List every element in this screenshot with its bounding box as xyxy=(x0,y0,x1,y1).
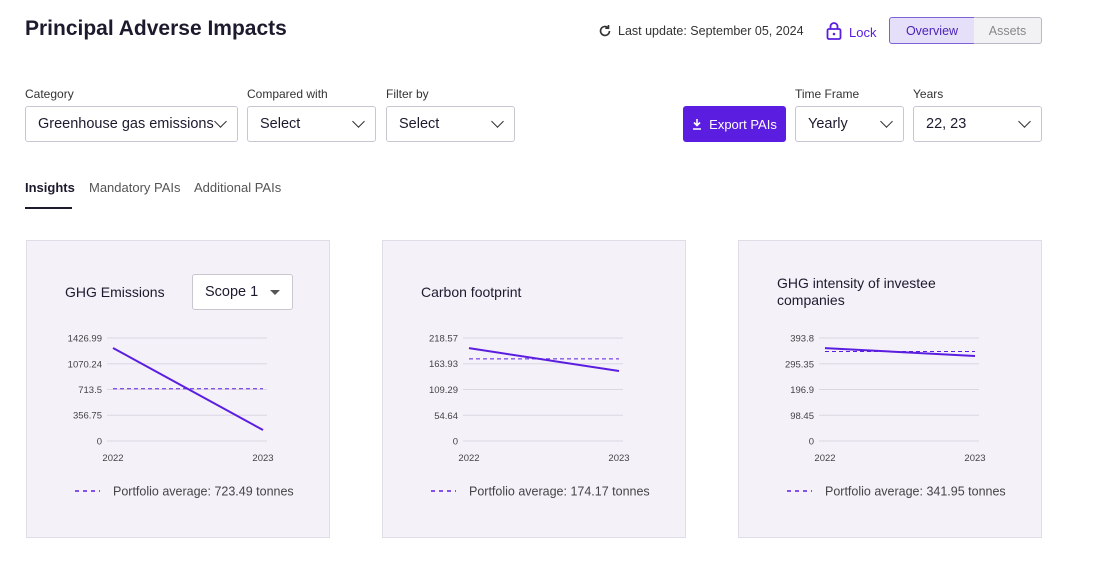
chart-panel: GHG Emissions Scope 1 0 356.75 713.5 1070.24 1… xyxy=(26,240,330,538)
overview-tab[interactable]: Overview xyxy=(889,17,975,44)
legend-label: Portfolio average: 174.17 tonnes xyxy=(469,485,650,499)
y-tick-label: 356.75 xyxy=(73,411,102,422)
chevron xyxy=(352,115,365,128)
y-tick-label: 393.8 xyxy=(790,334,814,345)
y-tick-label: 0 xyxy=(453,437,458,448)
filter-label: Compared with xyxy=(247,87,328,101)
tab-underline xyxy=(25,207,72,209)
y-tick-label: 0 xyxy=(809,437,814,448)
legend-label: Portfolio average: 723.49 tonnes xyxy=(113,485,294,499)
refresh-icon xyxy=(599,25,611,37)
data-line xyxy=(112,347,264,431)
filter-select[interactable]: Greenhouse gas emissions xyxy=(25,106,238,142)
y-tick-label: 109.29 xyxy=(429,385,458,396)
filter-value: Select xyxy=(260,116,301,132)
assets-tab[interactable]: Assets xyxy=(974,17,1042,44)
y-tick-label: 98.45 xyxy=(790,411,814,422)
dropdown-caret xyxy=(270,289,280,295)
y-tick-label: 1426.99 xyxy=(68,334,102,345)
y-tick-label: 196.9 xyxy=(790,385,814,396)
filter-label: Filter by xyxy=(386,87,429,101)
page-title: Principal Adverse Impacts xyxy=(25,17,287,40)
y-tick-label: 54.64 xyxy=(434,411,458,422)
chevron xyxy=(1018,115,1031,128)
y-tick-label: 713.5 xyxy=(78,385,102,396)
chart-title: GHG Emissions xyxy=(65,283,165,300)
x-tick-label: 2022 xyxy=(102,453,123,464)
export-label: Export PAIs xyxy=(709,116,777,132)
filter-value: Yearly xyxy=(808,116,848,132)
x-tick-label: 2023 xyxy=(608,453,629,464)
chart: 0 356.75 713.5 1070.24 1426.99 2022 2023 Portfo… xyxy=(68,334,294,499)
filter-select[interactable]: Yearly xyxy=(795,106,904,142)
chevron xyxy=(491,115,504,128)
last-update: Last update: September 05, 2024 xyxy=(618,24,804,38)
filter-value: 22, 23 xyxy=(926,116,967,132)
export-button[interactable]: Export PAIs xyxy=(683,106,786,142)
filter-label: Years xyxy=(913,87,944,101)
chart-panel: Carbon footprint 0 54.64 109.29 163.93 218.57… xyxy=(382,240,686,538)
filter-value: Greenhouse gas emissions xyxy=(38,116,214,132)
y-tick-label: 0 xyxy=(97,437,102,448)
chart-title: Carbon footprint xyxy=(421,283,522,300)
tab-mandatory[interactable]: Mandatory PAIs xyxy=(89,180,181,195)
data-line xyxy=(468,347,620,372)
y-tick-label: 295.35 xyxy=(785,359,814,370)
dropdown-value: Scope 1 xyxy=(205,284,259,300)
x-tick-label: 2022 xyxy=(814,453,835,464)
filter-select[interactable]: Select xyxy=(386,106,515,142)
lock-icon xyxy=(826,22,842,40)
y-tick-label: 218.57 xyxy=(429,334,458,345)
tab-additional[interactable]: Additional PAIs xyxy=(194,180,282,195)
chart: 0 54.64 109.29 163.93 218.57 2022 2023 Portfoli… xyxy=(429,334,650,499)
filter-label: Category xyxy=(25,87,74,101)
lock-button[interactable]: Lock xyxy=(849,25,877,40)
chevron xyxy=(214,115,227,128)
filter-select[interactable]: Select xyxy=(247,106,376,142)
filter-label: Time Frame xyxy=(795,87,860,101)
download-icon xyxy=(693,118,702,130)
y-tick-label: 163.93 xyxy=(429,359,458,370)
legend-label: Portfolio average: 341.95 tonnes xyxy=(825,485,1006,499)
scope-dropdown[interactable]: Scope 1 xyxy=(192,274,293,310)
chart-title: GHG intensity of investee companies xyxy=(777,275,936,308)
y-tick-label: 1070.24 xyxy=(68,359,102,370)
chart: 0 98.45 196.9 295.35 393.8 2022 2023 Portfolio … xyxy=(785,334,1006,499)
x-tick-label: 2022 xyxy=(458,453,479,464)
data-line xyxy=(824,347,976,357)
chevron xyxy=(880,115,893,128)
filter-value: Select xyxy=(399,116,440,132)
x-tick-label: 2023 xyxy=(964,453,985,464)
x-tick-label: 2023 xyxy=(252,453,273,464)
chart-panel: GHG intensity of investee companies 0 98.4… xyxy=(738,240,1042,538)
filter-select[interactable]: 22, 23 xyxy=(913,106,1042,142)
tab-insights[interactable]: Insights xyxy=(25,180,75,195)
